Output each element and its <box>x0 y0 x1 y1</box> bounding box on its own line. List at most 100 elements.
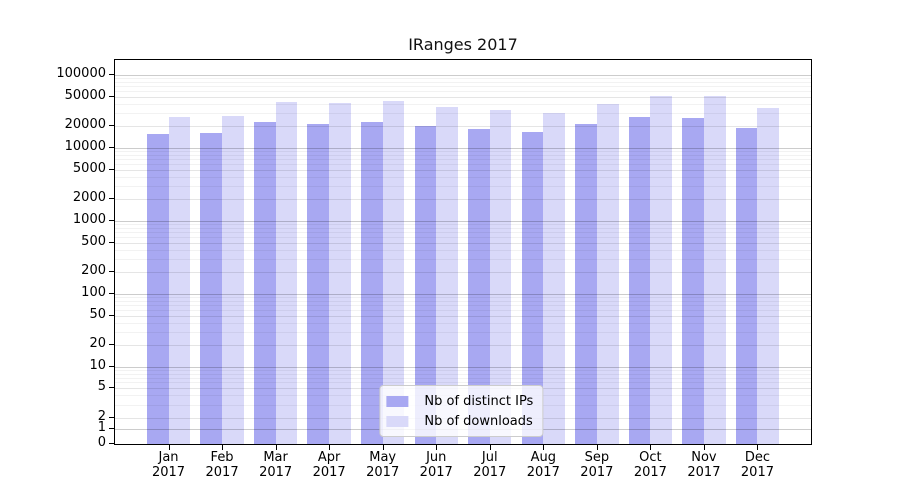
bar-downloads <box>275 101 298 444</box>
y-tick-mark <box>109 169 114 170</box>
x-tick-mark <box>596 445 598 450</box>
gridline <box>115 297 811 299</box>
y-tick-label: 50000 <box>64 87 106 103</box>
x-tick-year: 2017 <box>740 465 774 480</box>
legend-label-downloads: Nb of downloads <box>424 413 533 429</box>
gridline <box>115 294 811 295</box>
x-tick-year: 2017 <box>633 465 667 480</box>
y-tick-mark <box>109 220 114 221</box>
gridline <box>115 86 811 88</box>
x-tick-year: 2017 <box>473 465 507 480</box>
x-tick-mark <box>329 445 331 450</box>
gridline <box>115 199 811 200</box>
gridline <box>115 164 811 166</box>
gridline <box>115 345 811 346</box>
x-tick-label: Apr 2017 <box>301 450 357 480</box>
y-tick-label: 10000 <box>64 139 106 154</box>
gridline <box>115 377 811 379</box>
gridline <box>115 259 811 261</box>
y-tick-mark <box>109 315 114 316</box>
bar-distinct-ips <box>253 121 276 444</box>
legend-row: Nb of distinct IPs <box>386 391 533 411</box>
gridline <box>115 305 811 307</box>
gridline <box>115 155 811 157</box>
x-tick-label: Sep 2017 <box>569 450 625 480</box>
gridline <box>115 232 811 234</box>
x-tick-mark <box>436 445 438 450</box>
y-tick-mark <box>109 74 114 75</box>
y-tick-label: 100000 <box>56 66 106 81</box>
plot-area: Nb of distinct IPs Nb of downloads <box>114 59 812 445</box>
x-tick-month: Sep <box>584 450 610 465</box>
y-tick-label: 0 <box>97 435 106 450</box>
x-tick-month: Nov <box>691 450 717 465</box>
x-tick-year: 2017 <box>687 465 721 480</box>
x-tick-mark <box>757 445 759 450</box>
x-tick-mark <box>543 445 545 450</box>
y-tick-mark <box>109 428 114 429</box>
x-tick-year: 2017 <box>259 465 293 480</box>
y-tick-mark <box>109 271 114 272</box>
x-tick-year: 2017 <box>419 465 453 480</box>
x-tick-month: Mar <box>263 450 288 465</box>
bar-downloads <box>222 115 244 444</box>
y-tick-mark <box>109 125 114 126</box>
gridline <box>115 382 811 384</box>
x-tick-mark <box>489 445 491 450</box>
x-tick-label: Mar 2017 <box>248 450 304 480</box>
x-tick-label: May 2017 <box>355 450 411 480</box>
bar-downloads <box>329 103 351 444</box>
y-tick-mark <box>109 344 114 345</box>
bar-downloads <box>168 117 191 444</box>
y-tick-label: 50 <box>89 307 106 322</box>
gridline <box>115 316 811 317</box>
bar-distinct-ips <box>735 127 758 444</box>
bar-downloads <box>650 96 673 444</box>
x-tick-year: 2017 <box>526 465 560 480</box>
chart-title: IRanges 2017 <box>408 35 518 54</box>
gridline <box>115 103 811 105</box>
x-tick-year: 2017 <box>366 465 400 480</box>
y-tick-mark <box>109 242 114 243</box>
bar-distinct-ips <box>575 123 597 444</box>
x-tick-label: Feb 2017 <box>194 450 250 480</box>
x-tick-month: Jul <box>481 450 498 465</box>
gridline <box>115 323 811 325</box>
y-tick-label: 100 <box>81 285 106 300</box>
x-tick-month: Oct <box>639 450 662 465</box>
y-tick-label: 2 <box>97 409 106 424</box>
x-tick-mark <box>703 445 705 450</box>
x-tick-mark <box>382 445 384 450</box>
y-tick-label: 2000 <box>72 190 106 205</box>
y-tick-label: 1000 <box>72 212 106 227</box>
gridline <box>115 272 811 273</box>
legend-label-distinct-ips: Nb of distinct IPs <box>424 393 534 409</box>
gridline <box>115 224 811 226</box>
y-tick-label: 5000 <box>72 161 106 176</box>
gridline <box>115 221 811 222</box>
y-tick-mark <box>109 366 114 367</box>
x-tick-label: Nov 2017 <box>676 450 732 480</box>
gridline <box>115 373 811 375</box>
bar-distinct-ips <box>307 123 330 444</box>
x-tick-month: May <box>369 450 397 465</box>
y-tick-mark <box>109 95 114 97</box>
gridline <box>115 170 811 171</box>
y-tick-mark <box>109 293 114 294</box>
legend-row: Nb of downloads <box>386 411 533 431</box>
x-tick-year: 2017 <box>205 465 239 480</box>
gridline <box>115 228 811 230</box>
y-tick-label: 200 <box>81 263 106 278</box>
x-tick-month: Aug <box>530 450 556 465</box>
x-tick-label: Jan 2017 <box>141 450 197 480</box>
gridline <box>115 310 811 312</box>
y-tick-label: 20 <box>89 336 106 351</box>
gridline <box>115 96 811 98</box>
bar-downloads <box>543 112 565 444</box>
gridline <box>115 237 811 239</box>
x-tick-month: Jun <box>426 450 447 465</box>
y-tick-label: 20000 <box>64 117 106 132</box>
y-tick-mark <box>109 147 114 148</box>
x-tick-month: Jan <box>158 450 179 465</box>
